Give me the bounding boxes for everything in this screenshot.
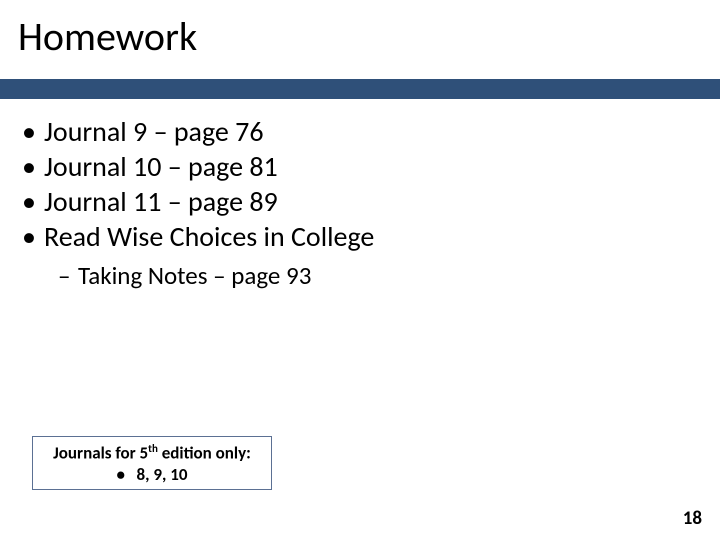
sub-bullet-list: –Taking Notes – page 93 [22, 260, 682, 291]
bullet-icon: • [22, 114, 44, 149]
list-item-text: Read Wise Choices in College [44, 219, 374, 254]
callout-text: edition only: [158, 443, 251, 464]
slide-title: Homework [18, 12, 197, 61]
bullet-list: •Journal 9 – page 76 •Journal 10 – page … [22, 114, 682, 291]
bullet-icon: • [22, 149, 44, 184]
bullet-icon: • [22, 184, 44, 219]
list-item: •Journal 9 – page 76 [22, 114, 682, 149]
callout-line-2: • 8, 9, 10 [33, 464, 271, 485]
dash-icon: – [58, 260, 78, 291]
list-item: •Journal 10 – page 81 [22, 149, 682, 184]
list-item-text: Journal 9 – page 76 [44, 114, 264, 149]
callout-line-1: Journals for 5th edition only: [33, 442, 271, 464]
list-item-text: Journal 11 – page 89 [44, 184, 278, 219]
callout-box: Journals for 5th edition only: • 8, 9, 1… [32, 436, 272, 490]
list-item-text: Journal 10 – page 81 [44, 149, 278, 184]
slide-body: •Journal 9 – page 76 •Journal 10 – page … [22, 114, 682, 291]
slide: Homework •Journal 9 – page 76 •Journal 1… [0, 0, 720, 540]
list-item: •Journal 11 – page 89 [22, 184, 682, 219]
list-item-text: Taking Notes – page 93 [78, 260, 311, 291]
bullet-icon: • [22, 219, 44, 254]
callout-text: Journals for 5 [53, 443, 148, 464]
list-item: •Read Wise Choices in College –Taking No… [22, 219, 682, 291]
callout-superscript: th [148, 442, 158, 455]
page-number: 18 [683, 507, 702, 530]
title-separator-bar [0, 79, 720, 99]
list-item: –Taking Notes – page 93 [22, 260, 682, 291]
